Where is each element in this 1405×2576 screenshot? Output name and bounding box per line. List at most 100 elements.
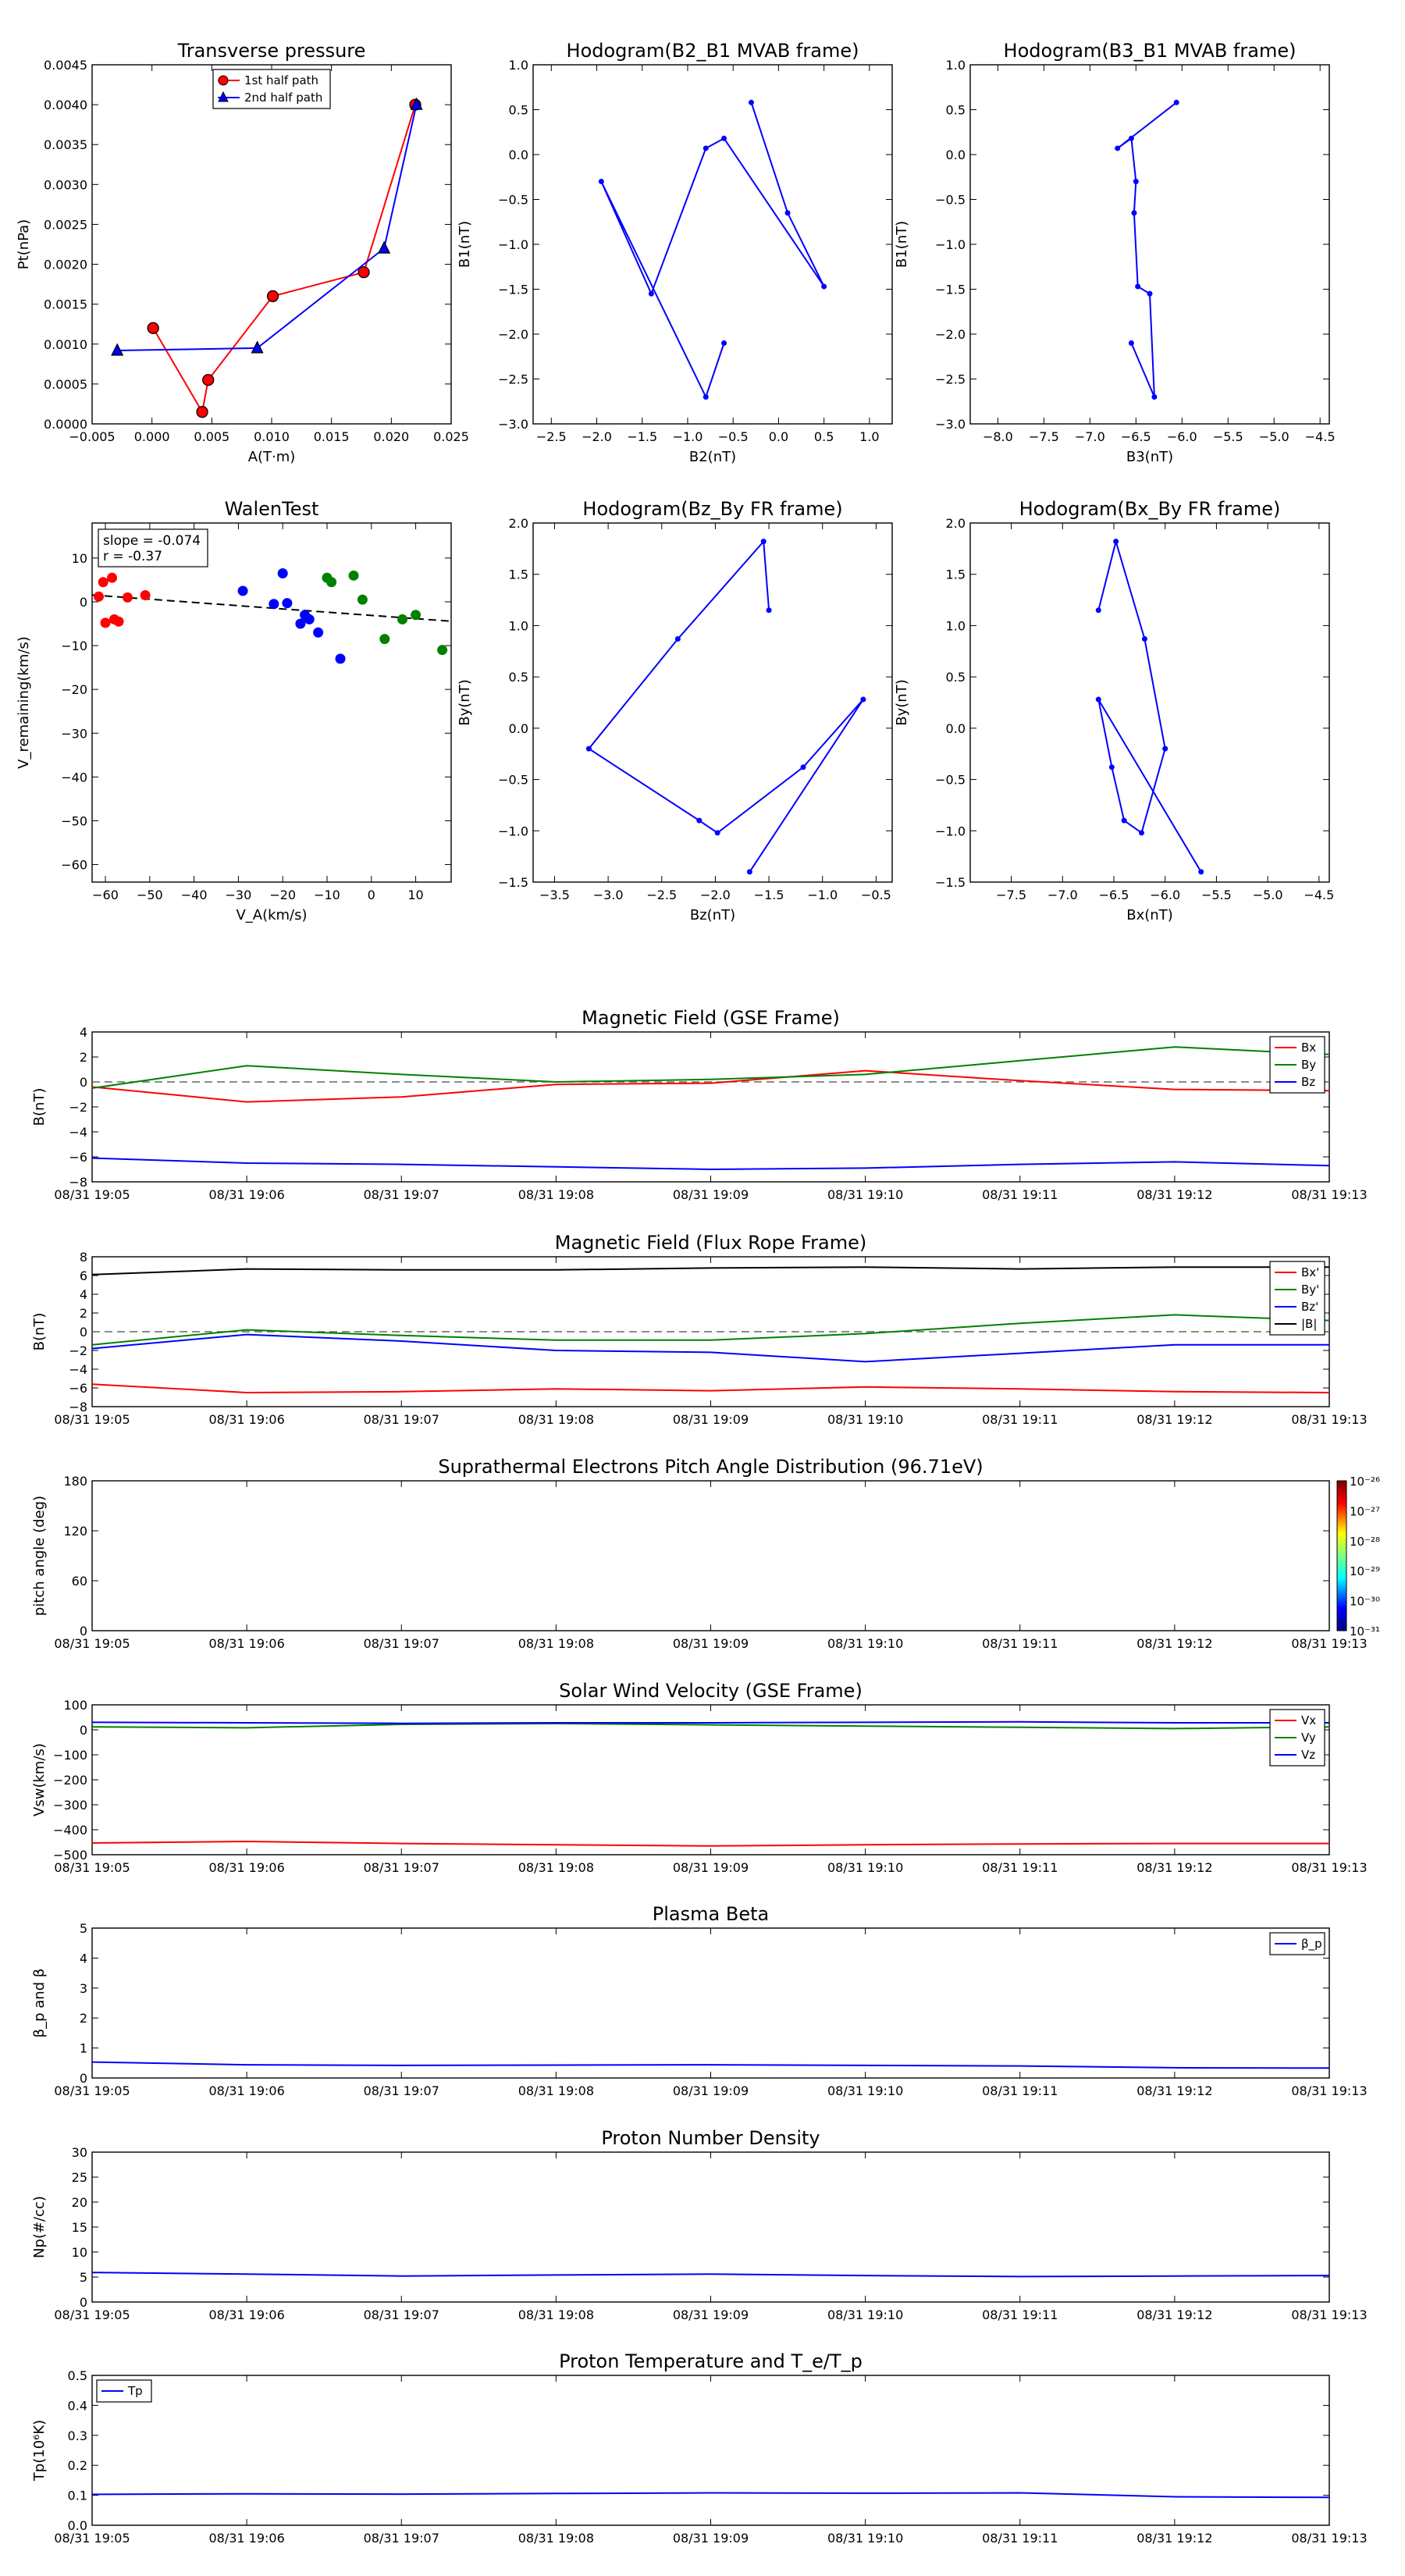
x-tick-label: 08/31 19:07 [364,2307,439,2322]
x-tick-label: −40 [181,888,208,902]
x-tick-label: 08/31 19:06 [208,1412,284,1427]
data-point [784,210,791,216]
plot-panel-12: Proton Temperature and T_e/T_p 08/31 19:0… [31,2350,1368,2546]
x-tick-label: 08/31 19:10 [827,2307,903,2322]
y-tick-label: −3.0 [935,417,966,432]
plot-title: Hodogram(B2_B1 MVAB frame) [567,40,859,62]
y-tick-label: −1.0 [498,237,528,252]
scatter-point [269,599,279,610]
y-axis-label: V_remaining(km/s) [16,636,32,769]
plot-frame [91,2375,1330,2526]
y-tick-label: 0 [80,1624,87,1638]
x-tick-label: 08/31 19:11 [982,1412,1058,1427]
y-tick-label: 0.0015 [44,297,87,312]
x-tick-label: 08/31 19:08 [518,2083,594,2098]
x-tick-label: −5.0 [1259,429,1289,444]
scatter-point [326,577,337,588]
x-tick-label: −6.0 [1167,429,1197,444]
y-axis-label: B1(nT) [457,221,473,268]
plot-frame [91,2151,1330,2303]
y-axis-label: Tp(10⁶K) [31,2420,48,2482]
plot-area [92,2272,1329,2278]
x-tick-label: 1.0 [859,429,879,444]
plot-area [585,539,866,875]
data-point [696,817,702,824]
x-tick-label: 08/31 19:13 [1291,2083,1367,2098]
y-tick-label: 2 [80,2011,87,2026]
data-point [1135,283,1141,290]
y-tick-label: −2.0 [498,327,528,342]
scatter-point [357,594,368,605]
x-tick-label: −20 [269,888,296,902]
scatter-point [335,653,346,664]
y-tick-label: 5 [80,2270,87,2285]
data-point [721,340,727,346]
data-point [1151,394,1158,400]
x-tick-label: 08/31 19:07 [364,1187,439,1202]
x-tick-label: 08/31 19:11 [982,1187,1058,1202]
y-tick-label: 0.0 [509,721,528,736]
data-point [1121,817,1127,824]
y-tick-label: 0 [80,2295,87,2310]
data-point [746,869,752,875]
x-tick-label: 08/31 19:11 [982,2307,1058,2322]
scatter-point [100,617,111,628]
x-tick-label: 08/31 19:10 [827,1636,903,1651]
y-tick-label: −10 [61,639,87,653]
legend-label: By' [1301,1283,1319,1297]
plot-panel-10: Plasma Beta 08/31 19:05 08/31 19:06 08/31 1… [31,1903,1368,2098]
series-line [92,1069,1329,1103]
y-tick-label: −50 [61,813,87,828]
legend-box [212,69,331,109]
data-point [714,830,720,836]
x-tick-label: −5.5 [1213,429,1243,444]
x-tick-label: 08/31 19:11 [982,1860,1058,1875]
colorbar-tick-label: 10⁻³¹ [1350,1624,1380,1638]
data-point [800,764,806,770]
x-tick-label: 08/31 19:11 [982,2083,1058,2098]
y-tick-label: −0.5 [935,193,966,208]
x-tick-label: 08/31 19:05 [54,2083,130,2098]
y-tick-label: 0.0040 [44,98,87,112]
plot-frame [91,1704,1330,1856]
scatter-point [237,585,248,596]
y-tick-label: 6 [80,1268,87,1283]
x-tick-label: 08/31 19:09 [673,1187,749,1202]
y-tick-label: −1.5 [935,875,966,890]
series-line [92,1333,1329,1363]
x-tick-label: −7.5 [1029,429,1059,444]
x-axis-label: Bz(nT) [690,907,735,923]
plot-area [92,1720,1329,1847]
x-tick-label: −0.5 [718,429,749,444]
y-tick-label: 180 [63,1474,87,1489]
x-tick-label: −4.5 [1304,888,1334,902]
data-point [1108,764,1115,770]
scatter-point [122,592,133,603]
y-tick-label: 25 [72,2170,87,2185]
y-tick-label: 0.0005 [44,377,87,392]
y-axis-label: pitch angle (deg) [31,1496,48,1616]
x-tick-label: −60 [92,888,119,902]
data-point [702,394,709,400]
scatter-point [113,616,124,627]
y-axis-label: Np(#/cc) [31,2196,48,2258]
scatter-point [98,577,108,588]
x-tick-label: 08/31 19:05 [54,1412,130,1427]
x-tick-label: 08/31 19:08 [518,1636,594,1651]
plot-frame [969,522,1330,883]
plot-panel-8: Suprathermal Electrons Pitch Angle Distr… [31,1456,1380,1651]
y-tick-label: −4 [69,1125,87,1140]
plot-frame [969,64,1330,425]
y-tick-label: 0.0010 [44,337,87,352]
y-tick-label: −1.0 [935,824,966,838]
legend-marker [218,75,229,86]
y-tick-label: −2 [69,1343,87,1358]
data-point [1115,145,1121,151]
x-tick-label: 08/31 19:05 [54,1636,130,1651]
series-line [117,104,418,351]
plot-panel-3: WalenTest −60 −50 −40 −30 −20 −10 0 10 −60 −50 −40 −… [16,498,452,923]
x-tick-label: −3.0 [593,888,624,902]
y-tick-label: 1.5 [946,568,966,582]
plot-area [92,1266,1329,1394]
